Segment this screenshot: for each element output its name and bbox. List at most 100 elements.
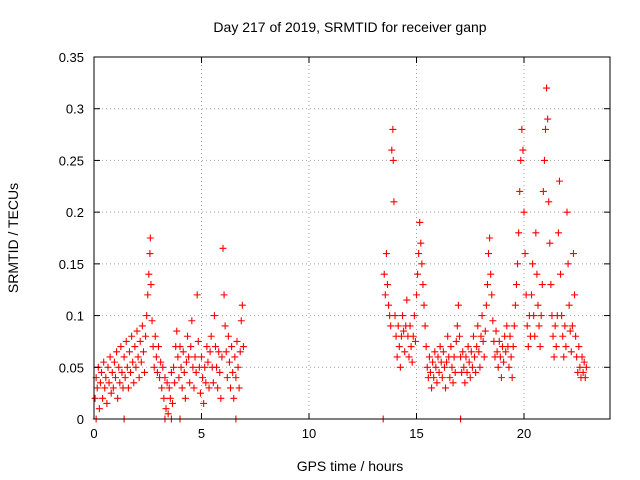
scatter-point xyxy=(184,332,192,340)
scatter-point xyxy=(199,374,207,382)
scatter-point xyxy=(563,208,571,216)
scatter-point xyxy=(423,363,431,371)
scatter-point xyxy=(443,358,451,366)
scatter-point xyxy=(239,343,247,351)
scatter-point xyxy=(494,363,502,371)
scatter-point xyxy=(127,368,135,376)
scatter-point xyxy=(575,343,583,351)
scatter-point xyxy=(421,322,429,330)
scatter-point xyxy=(486,234,494,242)
scatter-point xyxy=(543,84,551,92)
scatter-point xyxy=(431,348,439,356)
scatter-point xyxy=(118,368,126,376)
scatter-point xyxy=(478,312,486,320)
scatter-point xyxy=(99,394,107,402)
scatter-point xyxy=(426,368,434,376)
scatter-point xyxy=(101,384,109,392)
scatter-point xyxy=(219,244,227,252)
scatter-point xyxy=(542,125,549,133)
scatter-point xyxy=(507,353,515,361)
scatter-points xyxy=(91,84,590,423)
scatter-point xyxy=(192,368,200,376)
scatter-point xyxy=(388,146,396,154)
scatter-point xyxy=(442,384,450,392)
scatter-point xyxy=(420,301,428,309)
x-tick-label: 20 xyxy=(517,426,531,441)
scatter-point xyxy=(465,358,473,366)
scatter-point xyxy=(472,368,480,376)
scatter-point xyxy=(153,368,161,376)
scatter-point xyxy=(440,363,448,371)
scatter-point xyxy=(509,343,517,351)
x-tick-label: 10 xyxy=(302,426,316,441)
scatter-point xyxy=(223,374,231,382)
scatter-point xyxy=(228,343,236,351)
scatter-point xyxy=(467,348,475,356)
scatter-point xyxy=(508,374,516,382)
scatter-point xyxy=(168,399,176,407)
scatter-point xyxy=(233,337,241,345)
scatter-point xyxy=(408,358,416,366)
scatter-point xyxy=(234,363,242,371)
scatter-point xyxy=(566,327,574,335)
scatter-point xyxy=(117,343,125,351)
scatter-point xyxy=(492,327,500,335)
scatter-point xyxy=(123,363,131,371)
scatter-point xyxy=(561,322,569,330)
scatter-point xyxy=(157,358,165,366)
scatter-point xyxy=(146,250,154,258)
scatter-point xyxy=(135,374,143,382)
scatter-point xyxy=(485,250,493,258)
scatter-point xyxy=(460,363,468,371)
scatter-point xyxy=(511,301,519,309)
scatter-point xyxy=(481,327,489,335)
scatter-point xyxy=(112,374,119,382)
scatter-point xyxy=(429,358,437,366)
scatter-point xyxy=(428,384,436,392)
scatter-point xyxy=(390,198,398,206)
scatter-point xyxy=(462,353,470,361)
scatter-point xyxy=(393,353,401,361)
scatter-point xyxy=(163,379,171,387)
scatter-point xyxy=(124,384,132,392)
scatter-point xyxy=(531,332,539,340)
scatter-point xyxy=(385,301,393,309)
scatter-point xyxy=(231,353,239,361)
scatter-point xyxy=(198,353,205,361)
scatter-point xyxy=(176,343,184,351)
scatter-point xyxy=(98,368,106,376)
scatter-point xyxy=(132,363,140,371)
scatter-point xyxy=(403,296,411,304)
y-tick-label: 0 xyxy=(77,412,84,427)
scatter-point xyxy=(555,177,563,185)
scatter-point xyxy=(399,312,407,320)
scatter-point xyxy=(232,374,240,382)
scatter-point xyxy=(537,312,545,320)
scatter-point xyxy=(480,353,488,361)
scatter-point xyxy=(105,379,113,387)
scatter-point xyxy=(446,374,454,382)
scatter-point xyxy=(528,291,536,299)
scatter-point xyxy=(211,343,219,351)
scatter-point xyxy=(181,394,189,402)
scatter-point xyxy=(179,348,187,356)
scatter-point xyxy=(474,322,482,330)
scatter-point xyxy=(213,363,221,371)
scatter-point xyxy=(397,332,405,340)
scatter-point xyxy=(202,379,210,387)
scatter-point xyxy=(180,368,188,376)
scatter-point xyxy=(434,353,442,361)
scatter-point xyxy=(204,358,212,366)
scatter-point xyxy=(109,384,117,392)
scatter-point xyxy=(100,358,108,366)
scatter-point xyxy=(409,332,417,340)
scatter-point xyxy=(151,332,159,340)
scatter-point xyxy=(547,281,555,289)
scatter-point xyxy=(562,343,570,351)
scatter-point xyxy=(532,229,540,237)
scatter-point xyxy=(133,327,141,335)
scatter-point xyxy=(128,332,136,340)
scatter-point xyxy=(114,394,122,402)
scatter-point xyxy=(579,368,587,376)
scatter-point xyxy=(165,384,173,392)
